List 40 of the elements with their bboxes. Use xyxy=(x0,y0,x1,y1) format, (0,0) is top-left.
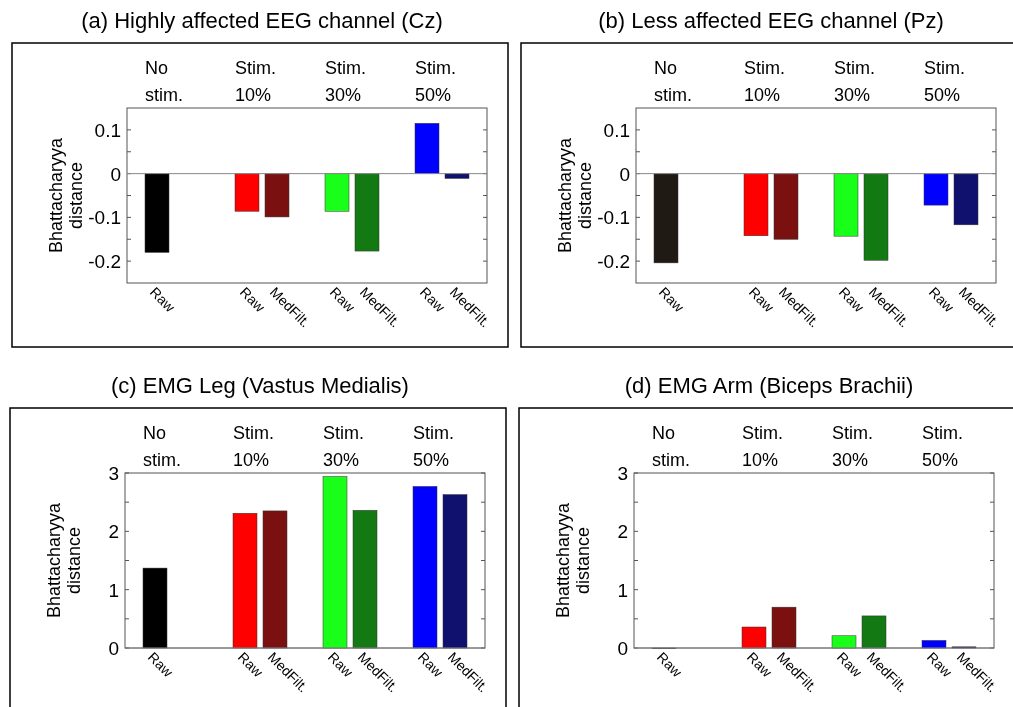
y-tick-label: 0.1 xyxy=(94,119,121,141)
y-tick-label: -0.1 xyxy=(88,207,121,229)
chart-title: (b) Less affected EEG channel (Pz) xyxy=(598,8,944,33)
y-tick-label: 0 xyxy=(110,163,121,185)
y-axis-title: Bhattacharyya distance xyxy=(555,136,595,254)
text: No stim. xyxy=(652,423,690,470)
y-tick-label: -0.2 xyxy=(597,251,630,273)
y-tick-label: 2 xyxy=(108,521,119,543)
text: Stim. 10% xyxy=(744,58,786,105)
y-tick-label: -0.1 xyxy=(597,207,630,229)
text: Stim. 50% xyxy=(415,58,457,105)
text: No stim. xyxy=(143,423,181,470)
chart-title: (a) Highly affected EEG channel (Cz) xyxy=(81,8,443,33)
y-tick-label: 0 xyxy=(617,638,628,659)
text: Stim. 10% xyxy=(235,58,277,105)
y-tick-label: 1 xyxy=(617,579,628,601)
text: No stim. xyxy=(145,58,183,105)
y-tick-label: 0 xyxy=(619,163,630,185)
text: Stim. 30% xyxy=(834,58,876,105)
chart-title: (c) EMG Leg (Vastus Medialis) xyxy=(111,373,409,398)
text: Stim. 50% xyxy=(922,423,964,470)
y-tick-label: 1 xyxy=(108,579,119,601)
text: Stim. 50% xyxy=(413,423,455,470)
text: Stim. 10% xyxy=(742,423,784,470)
y-tick-label: 0 xyxy=(108,638,119,659)
y-tick-label: -0.2 xyxy=(88,251,121,273)
text: Stim. 30% xyxy=(323,423,365,470)
text: Stim. 30% xyxy=(832,423,874,470)
y-axis-title: Bhattacharyya distance xyxy=(553,501,593,619)
y-tick-label: 2 xyxy=(617,521,628,543)
y-tick-label: 3 xyxy=(108,463,119,484)
text: Stim. 30% xyxy=(325,58,367,105)
y-tick-label: 0.1 xyxy=(603,119,630,141)
y-axis-title: Bhattacharyya distance xyxy=(44,501,84,619)
text: No stim. xyxy=(654,58,692,105)
y-tick-label: 3 xyxy=(617,463,628,484)
chart-title: (d) EMG Arm (Biceps Brachii) xyxy=(624,373,914,398)
text: Stim. 10% xyxy=(233,423,275,470)
text: Stim. 50% xyxy=(924,58,966,105)
y-axis-title: Bhattacharyya distance xyxy=(46,136,86,254)
